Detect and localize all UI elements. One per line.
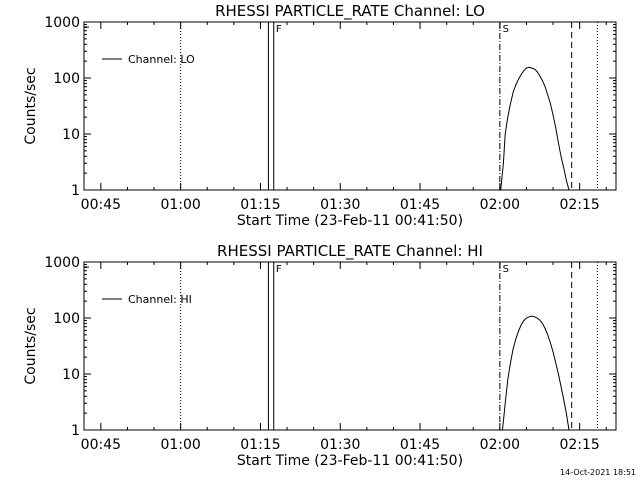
y-tick-label: 1000	[44, 15, 80, 31]
plot-frame	[83, 21, 617, 191]
y-tick-label: 1	[71, 423, 80, 439]
x-tick-label: 00:45	[81, 197, 121, 213]
legend-label: Channel: LO	[128, 53, 195, 66]
x-tick-label: 01:45	[400, 197, 440, 213]
footer-timestamp: 14-Oct-2021 18:51	[560, 468, 636, 477]
chart-panel-lo: RHESSI PARTICLE_RATE Channel: LO 1 10 100 10…	[23, 2, 617, 229]
x-tick-label: 02:15	[559, 197, 599, 213]
y-tick-label: 100	[53, 311, 80, 327]
series-line	[500, 66, 570, 191]
y-axis-label: Counts/sec	[23, 307, 39, 384]
x-axis-label: Start Time (23-Feb-11 00:41:50)	[237, 213, 463, 229]
plot-frame	[83, 261, 617, 431]
x-tick-label: 02:00	[480, 437, 520, 453]
x-tick-label: 01:00	[160, 197, 200, 213]
x-tick-label: 01:30	[320, 437, 360, 453]
y-tick-label: 1000	[44, 255, 80, 271]
chart-title: RHESSI PARTICLE_RATE Channel: LO	[215, 2, 485, 21]
chart-panel-hi: RHESSI PARTICLE_RATE Channel: HI 1 10 100 10…	[23, 242, 617, 469]
chart-title: RHESSI PARTICLE_RATE Channel: HI	[217, 242, 483, 261]
x-axis-label: Start Time (23-Feb-11 00:41:50)	[237, 453, 463, 469]
x-tick-label: 00:45	[81, 437, 121, 453]
y-tick-label: 100	[53, 71, 80, 87]
y-axis-label: Counts/sec	[23, 67, 39, 144]
series-line	[502, 315, 570, 431]
marker-label-s: S	[503, 24, 509, 35]
y-tick-label: 10	[62, 367, 80, 383]
y-tick-label: 10	[62, 127, 80, 143]
legend-label: Channel: HI	[128, 293, 192, 306]
x-tick-label: 02:15	[559, 437, 599, 453]
marker-label-f: F	[276, 24, 282, 35]
y-tick-label: 1	[71, 183, 80, 199]
marker-label-f: F	[276, 264, 282, 275]
x-tick-label: 01:45	[400, 437, 440, 453]
x-tick-label: 01:15	[240, 437, 280, 453]
marker-label-s: S	[503, 264, 509, 275]
x-tick-label: 01:30	[320, 197, 360, 213]
x-tick-label: 01:00	[160, 437, 200, 453]
x-tick-label: 02:00	[480, 197, 520, 213]
x-tick-label: 01:15	[240, 197, 280, 213]
